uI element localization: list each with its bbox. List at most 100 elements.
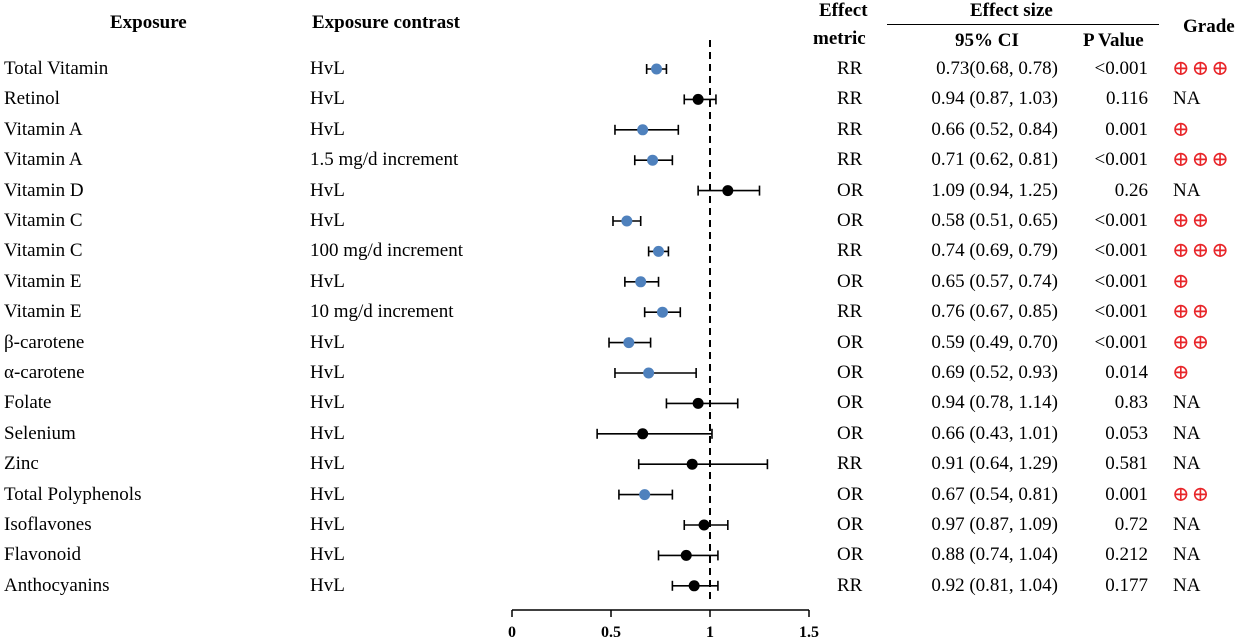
row-exposure: Zinc (4, 453, 39, 475)
row-effect-metric: OR (837, 331, 864, 353)
row-ci: 0.69 (0.52, 0.93) (931, 362, 1058, 383)
point-estimate (688, 580, 700, 592)
row-p-value: <0.001 (1094, 149, 1148, 171)
row-grade-icon: ⊕⊕⊕ (1172, 56, 1231, 80)
row-ci: 0.65 (0.57, 0.74) (931, 270, 1058, 292)
row-contrast: HvL (310, 58, 345, 79)
row-p-value: 0.26 (1114, 179, 1148, 201)
row-ci: 0.91 (0.64, 1.29) (931, 453, 1058, 475)
row-effect-metric: RR (837, 149, 863, 171)
row-exposure: Vitamin C (4, 240, 83, 262)
row-contrast: HvL (310, 392, 345, 414)
x-tick-label: 0 (508, 624, 516, 641)
row-grade: NA (1173, 544, 1201, 566)
x-tick-label: 1 (706, 624, 714, 641)
header-exposure-contrast: Exposure contrast (312, 12, 460, 33)
row-effect-metric: OR (837, 392, 864, 414)
row-ci: 0.97 (0.87, 1.09) (931, 514, 1058, 535)
point-estimate (722, 185, 734, 197)
row-p-value: <0.001 (1094, 58, 1148, 79)
row-effect-metric: OR (837, 179, 864, 201)
row-contrast: HvL (310, 514, 345, 535)
row-grade: NA (1173, 514, 1201, 535)
row-p-value: 0.116 (1105, 88, 1148, 110)
row-contrast: HvL (310, 483, 345, 505)
row-contrast: 100 mg/d increment (310, 240, 464, 262)
row-effect-metric: OR (837, 544, 864, 566)
point-estimate (651, 63, 663, 75)
row-exposure: β-carotene (4, 331, 85, 353)
row-effect-metric: RR (837, 58, 863, 79)
point-estimate (647, 154, 659, 166)
row-exposure: Flavonoid (4, 544, 82, 566)
point-estimate (680, 549, 692, 561)
x-tick-label: 1.5 (799, 624, 819, 641)
row-p-value: 0.001 (1105, 118, 1148, 140)
point-estimate (656, 306, 668, 318)
header-95-ci: 95% CI (955, 30, 1019, 51)
row-p-value: 0.001 (1105, 483, 1148, 505)
row-ci: 0.92 (0.81, 1.04) (931, 574, 1058, 596)
row-grade: NA (1173, 574, 1201, 596)
row-effect-metric: RR (837, 453, 863, 475)
row-ci: 0.73(0.68, 0.78) (936, 58, 1058, 79)
row-effect-metric: OR (837, 483, 864, 505)
row-exposure: Vitamin A (4, 118, 83, 140)
row-exposure: Vitamin C (4, 210, 83, 231)
row-effect-metric: RR (837, 118, 863, 140)
point-estimate (686, 458, 698, 470)
row-effect-metric: RR (837, 88, 863, 110)
row-exposure: Vitamin D (4, 179, 84, 201)
row-ci: 0.71 (0.62, 0.81) (931, 149, 1058, 171)
row-ci: 0.88 (0.74, 1.04) (931, 544, 1058, 566)
row-grade: NA (1173, 422, 1201, 444)
row-effect-metric: RR (837, 301, 863, 323)
point-estimate (637, 124, 649, 136)
row-contrast: HvL (310, 270, 345, 292)
row-ci: 0.66 (0.52, 0.84) (931, 118, 1058, 140)
row-exposure: Total Vitamin (4, 58, 109, 79)
row-p-value: 0.053 (1105, 422, 1148, 444)
row-ci: 0.67 (0.54, 0.81) (931, 483, 1058, 505)
row-grade-icon: ⊕⊕ (1172, 208, 1212, 232)
row-contrast: 1.5 mg/d increment (310, 149, 459, 171)
point-estimate (692, 397, 704, 409)
row-contrast: HvL (310, 331, 345, 353)
point-estimate (621, 215, 633, 227)
row-effect-metric: RR (837, 240, 863, 262)
row-ci: 0.74 (0.69, 0.79) (931, 240, 1058, 262)
row-ci: 0.94 (0.87, 1.03) (931, 88, 1058, 110)
row-contrast: HvL (310, 574, 345, 596)
row-grade-icon: ⊕⊕ (1172, 481, 1212, 506)
row-effect-metric: OR (837, 270, 864, 292)
row-exposure: Isoflavones (4, 514, 92, 535)
row-effect-metric: OR (837, 514, 864, 535)
header-grade: Grade (1183, 16, 1235, 37)
row-exposure: Vitamin E (4, 301, 82, 323)
row-p-value: <0.001 (1094, 240, 1148, 262)
row-effect-metric: OR (837, 210, 864, 231)
row-grade: NA (1173, 453, 1201, 475)
row-contrast: HvL (310, 544, 345, 566)
row-grade-icon: ⊕ (1172, 360, 1192, 384)
point-estimate (653, 245, 665, 257)
row-p-value: <0.001 (1094, 331, 1148, 353)
point-estimate (698, 519, 710, 531)
row-ci: 0.59 (0.49, 0.70) (931, 331, 1058, 353)
point-estimate (635, 276, 647, 288)
row-exposure: Vitamin E (4, 270, 82, 292)
row-exposure: Total Polyphenols (4, 483, 142, 505)
row-grade: NA (1173, 179, 1201, 201)
x-tick-label: 0.5 (601, 624, 621, 641)
row-ci: 0.94 (0.78, 1.14) (931, 392, 1058, 414)
row-grade-icon: ⊕⊕⊕ (1172, 238, 1231, 263)
row-ci: 0.76 (0.67, 0.85) (931, 301, 1058, 323)
row-exposure: Folate (4, 392, 52, 414)
header-exposure: Exposure (110, 12, 187, 33)
row-grade: NA (1173, 88, 1201, 110)
row-p-value: <0.001 (1094, 210, 1148, 231)
row-contrast: 10 mg/d increment (310, 301, 454, 323)
row-effect-metric: OR (837, 422, 864, 444)
row-p-value: <0.001 (1094, 301, 1148, 323)
row-p-value: 0.83 (1114, 392, 1148, 414)
